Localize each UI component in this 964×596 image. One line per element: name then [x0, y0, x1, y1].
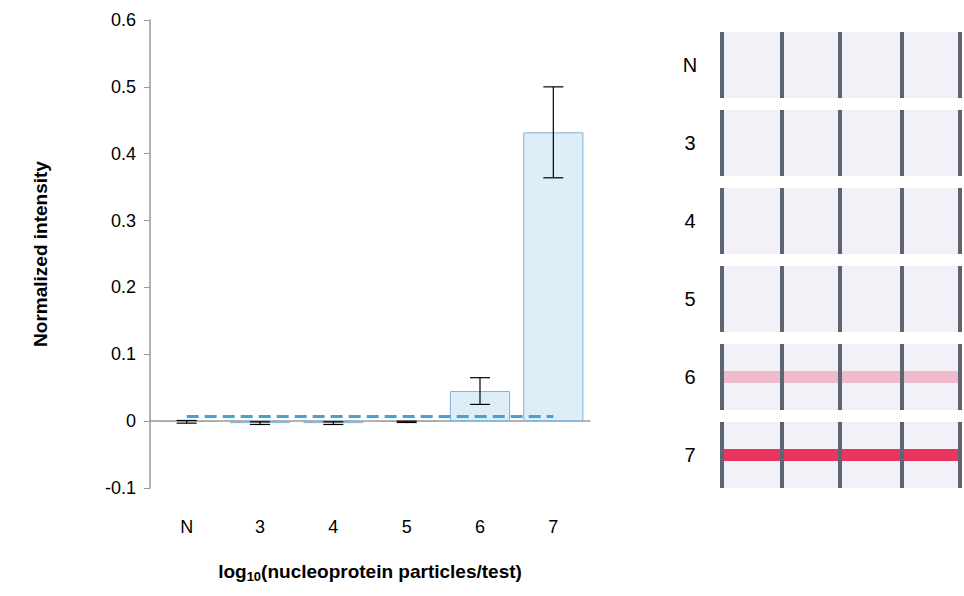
- svg-text:N: N: [180, 517, 193, 537]
- svg-text:0.6: 0.6: [111, 10, 136, 30]
- svg-text:0.1: 0.1: [111, 344, 136, 364]
- svg-text:6: 6: [684, 366, 695, 388]
- svg-text:7: 7: [684, 444, 695, 466]
- svg-text:log: log: [218, 561, 247, 582]
- svg-text:Normalized intensity: Normalized intensity: [30, 161, 51, 347]
- svg-text:0.3: 0.3: [111, 211, 136, 231]
- svg-text:5: 5: [684, 288, 695, 310]
- svg-text:3: 3: [255, 517, 265, 537]
- svg-text:4: 4: [328, 517, 338, 537]
- svg-text:10: 10: [247, 569, 261, 584]
- svg-text:0: 0: [126, 411, 136, 431]
- svg-text:7: 7: [548, 517, 558, 537]
- svg-text:0.2: 0.2: [111, 277, 136, 297]
- svg-text:(nucleoprotein particles/test): (nucleoprotein particles/test): [261, 561, 522, 582]
- svg-text:-0.1: -0.1: [105, 478, 136, 498]
- svg-text:0.4: 0.4: [111, 144, 136, 164]
- svg-text:6: 6: [475, 517, 485, 537]
- svg-text:4: 4: [684, 210, 695, 232]
- svg-text:N: N: [683, 54, 697, 76]
- svg-text:3: 3: [684, 132, 695, 154]
- svg-text:0.5: 0.5: [111, 77, 136, 97]
- svg-text:5: 5: [402, 517, 412, 537]
